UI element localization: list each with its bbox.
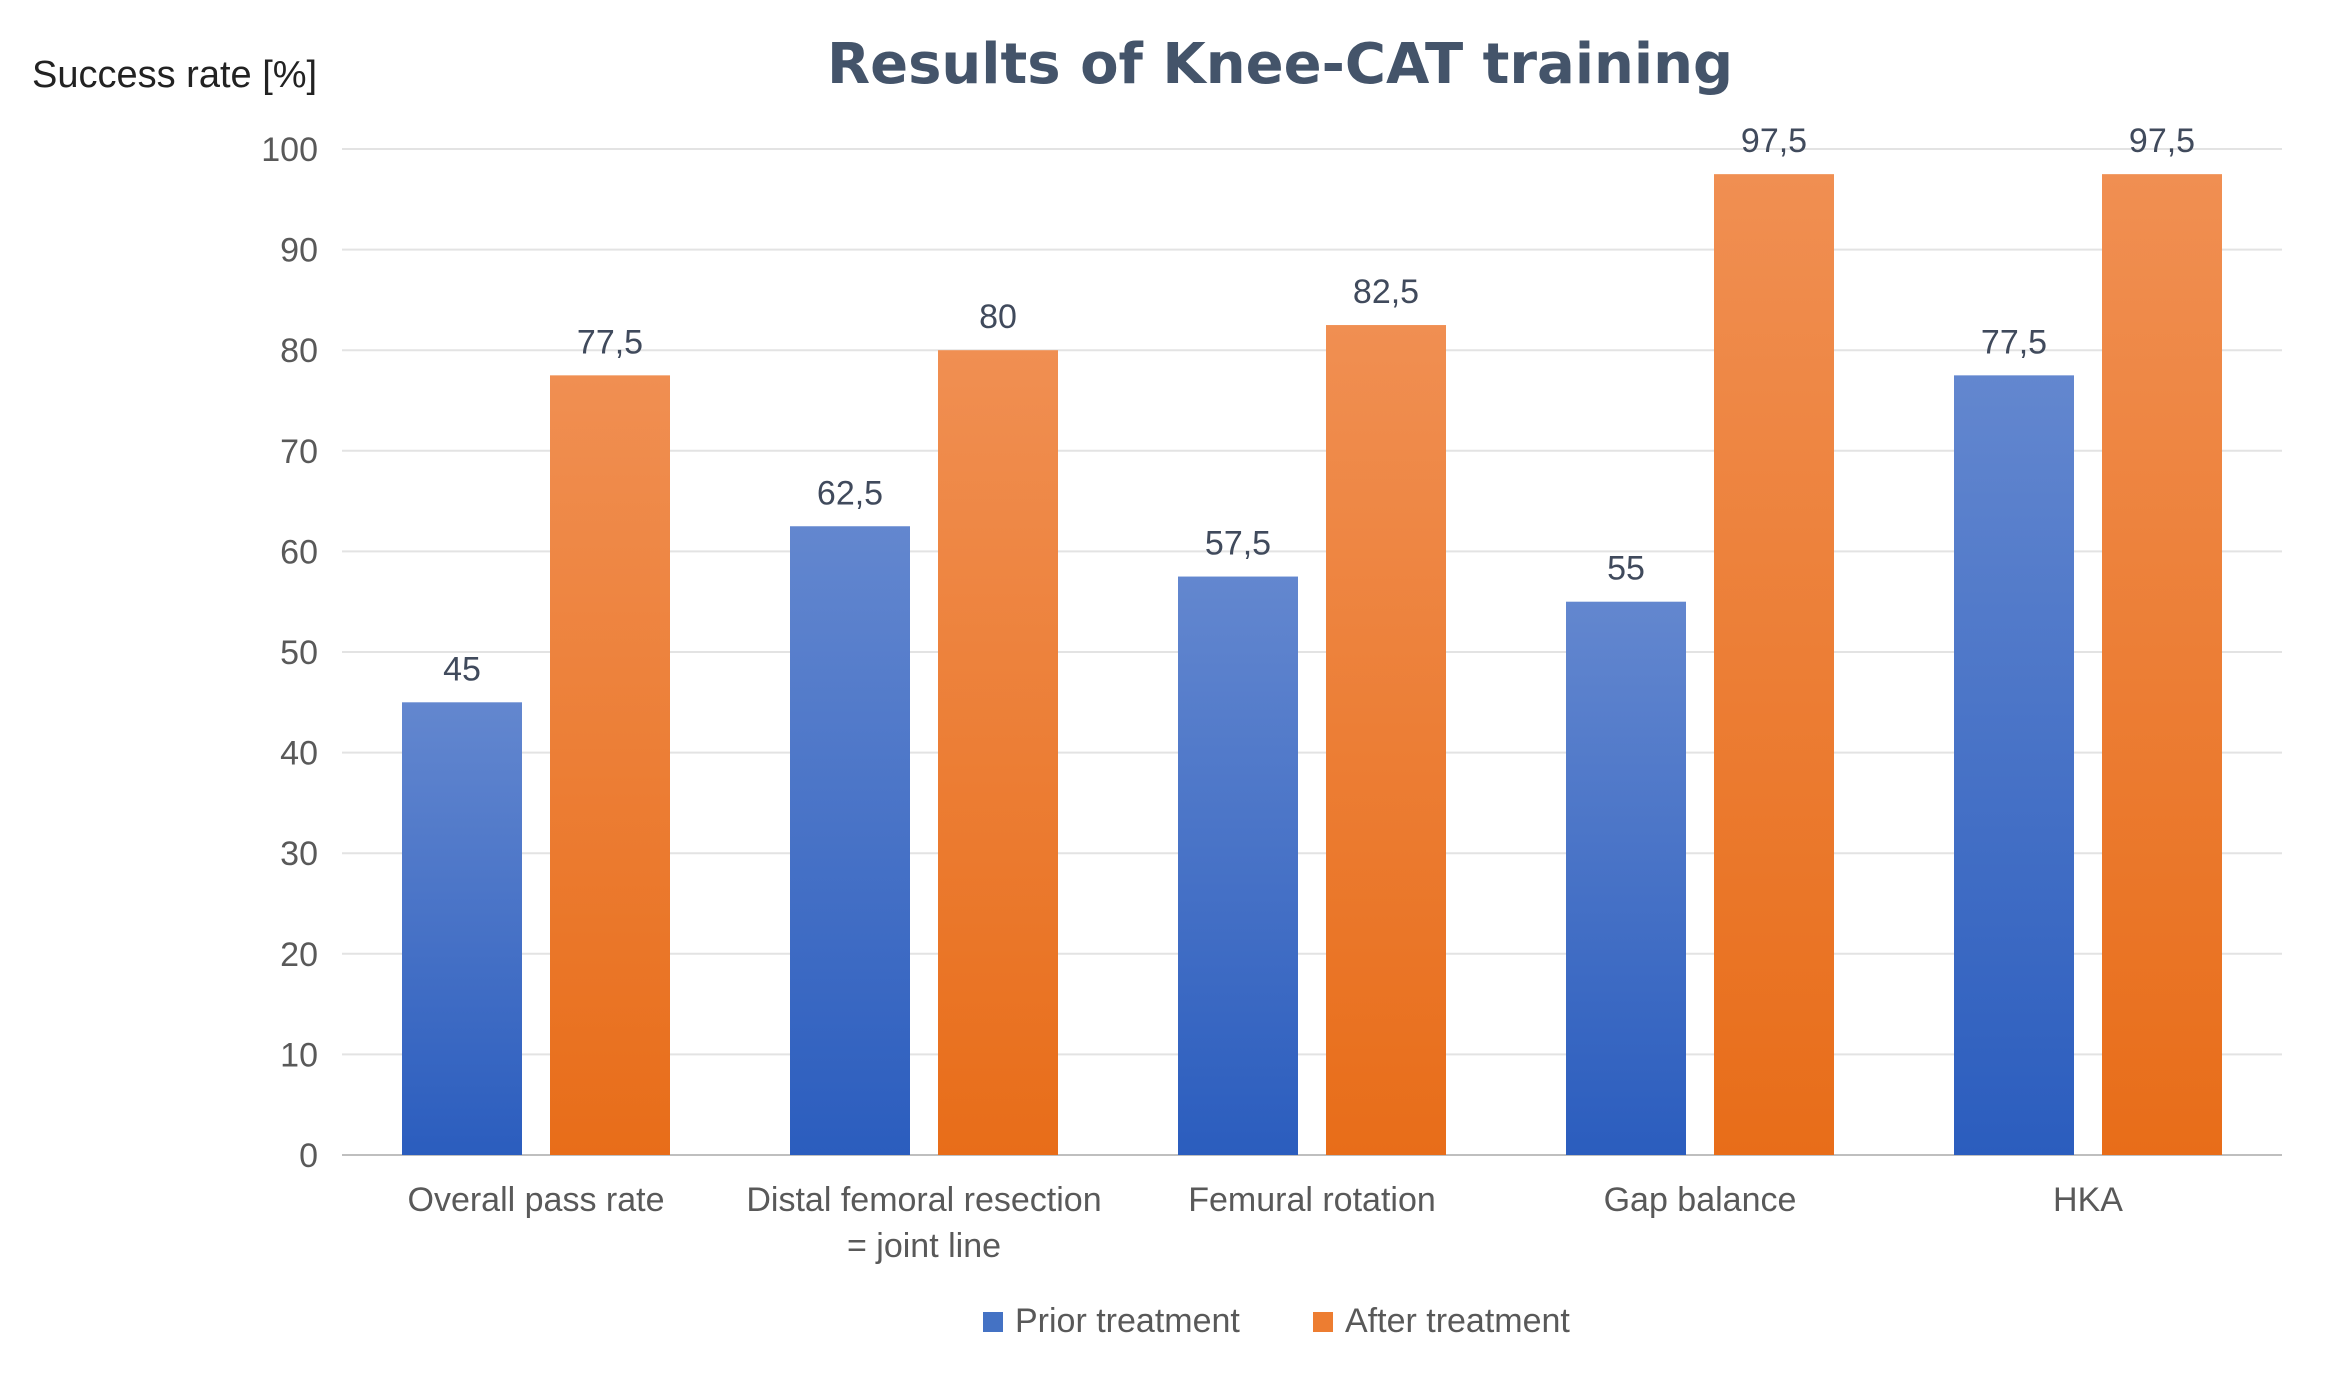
x-axis-categories: Overall pass rate Distal femoral resectio…	[408, 1181, 2124, 1265]
data-label: 45	[443, 650, 481, 688]
data-label: 55	[1607, 550, 1645, 588]
y-tick-label: 30	[280, 835, 318, 873]
x-category-label: Distal femoral resection	[746, 1181, 1101, 1219]
bar-prior-treatment	[1566, 601, 1686, 1155]
x-category-label: Overall pass rate	[408, 1181, 665, 1219]
bar-prior-treatment	[402, 702, 522, 1155]
legend: Prior treatment After treatment	[983, 1302, 1570, 1340]
legend-label-prior-treatment: Prior treatment	[1015, 1302, 1240, 1340]
y-tick-label: 70	[280, 433, 318, 471]
bar-prior-treatment	[1954, 375, 2074, 1156]
y-tick-label: 50	[280, 634, 318, 672]
bar-after-treatment	[2102, 174, 2222, 1155]
x-category-label: Gap balance	[1604, 1181, 1797, 1219]
bar-after-treatment	[1326, 325, 1446, 1155]
legend-swatch-after-treatment	[1313, 1312, 1333, 1332]
data-label: 97,5	[2129, 122, 2195, 160]
legend-swatch-prior-treatment	[983, 1312, 1003, 1332]
bar-after-treatment	[938, 350, 1058, 1155]
x-category-label: = joint line	[847, 1227, 1001, 1265]
bar-after-treatment	[550, 375, 670, 1156]
bar-prior-treatment	[1178, 576, 1298, 1155]
data-label: 82,5	[1353, 273, 1419, 311]
y-tick-label: 90	[280, 232, 318, 270]
y-tick-label: 80	[280, 332, 318, 370]
y-axis-title: Success rate [%]	[32, 54, 317, 96]
data-label: 77,5	[577, 323, 643, 361]
data-label: 80	[979, 298, 1017, 336]
legend-label-after-treatment: After treatment	[1345, 1302, 1570, 1340]
y-tick-label: 20	[280, 936, 318, 974]
bar-after-treatment	[1714, 174, 1834, 1155]
y-tick-label: 0	[299, 1137, 318, 1175]
bars	[402, 174, 2222, 1156]
data-label: 77,5	[1981, 323, 2047, 361]
data-labels: 45 77,5 62,5 80 57,5 82,5 55 97,5 77,5 97,5	[443, 122, 2195, 688]
x-category-label: Femural rotation	[1188, 1181, 1436, 1219]
y-tick-label: 60	[280, 533, 318, 571]
y-axis-ticks: 0 10 20 30 40 50 60 70 80 90 100	[261, 131, 318, 1175]
x-category-label: HKA	[2053, 1181, 2123, 1219]
data-label: 97,5	[1741, 122, 1807, 160]
bar-prior-treatment	[790, 526, 910, 1155]
y-tick-label: 100	[261, 131, 318, 169]
y-tick-label: 10	[280, 1036, 318, 1074]
data-label: 57,5	[1205, 525, 1271, 563]
data-label: 62,5	[817, 474, 883, 512]
y-tick-label: 40	[280, 735, 318, 773]
chart-title: Results of Knee-CAT training	[827, 32, 1733, 97]
